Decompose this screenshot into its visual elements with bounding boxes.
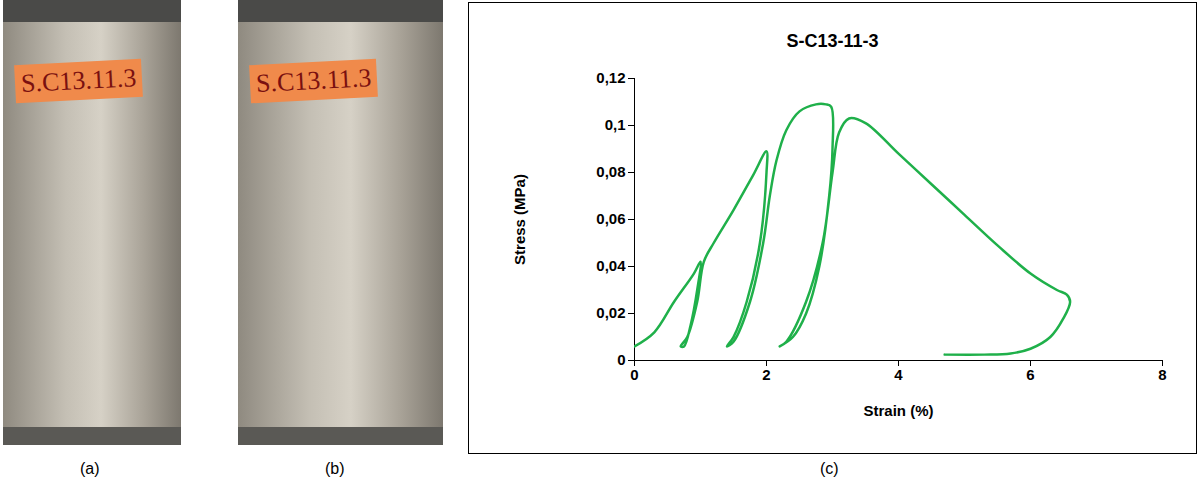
html-text:S.C13.11.3: S.C13.11.3 <box>20 63 137 98</box>
svg-text:0,08: 0,08 <box>596 163 625 180</box>
svg-text:0: 0 <box>617 351 625 368</box>
svg-text:0,12: 0,12 <box>596 69 625 86</box>
svg-text:4: 4 <box>894 366 903 383</box>
svg-text:Stress (MPa): Stress (MPa) <box>511 174 528 265</box>
svg-text:0,1: 0,1 <box>605 116 626 133</box>
html-text:(c): (c) <box>820 460 839 477</box>
html-text:S-C13-11-3: S-C13-11-3 <box>786 31 879 51</box>
svg-text:0,02: 0,02 <box>596 304 625 321</box>
svg-text:0,04: 0,04 <box>596 257 626 274</box>
svg-text:2: 2 <box>762 366 770 383</box>
svg-text:8: 8 <box>1158 366 1166 383</box>
html-text:(a): (a) <box>80 460 100 477</box>
html-text:S.C13.11.3: S.C13.11.3 <box>255 63 372 98</box>
svg-text:0,06: 0,06 <box>596 210 625 227</box>
html-text:(b): (b) <box>325 460 345 477</box>
svg-text:6: 6 <box>1026 366 1034 383</box>
svg-text:0: 0 <box>630 366 638 383</box>
svg-text:Strain (%): Strain (%) <box>863 402 933 419</box>
